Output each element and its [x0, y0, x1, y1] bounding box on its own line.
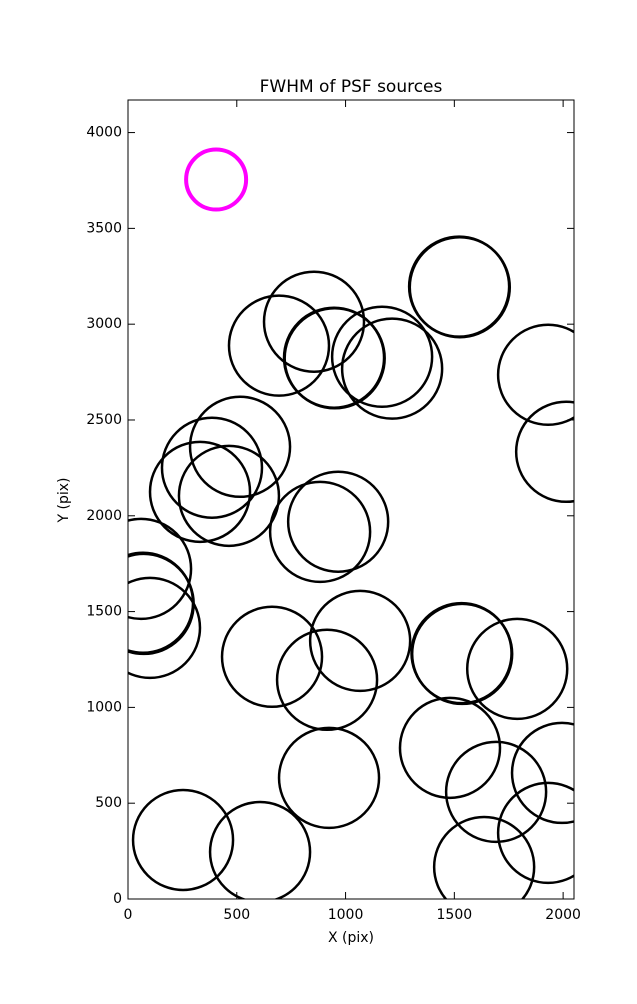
source-circle: [275, 628, 379, 732]
y-axis-label: Y (pix): [56, 478, 72, 524]
reference-circle: [184, 147, 249, 212]
y-tick-label: 4000: [86, 125, 122, 141]
y-tick-label: 1500: [86, 604, 122, 620]
y-tick-label: 500: [95, 795, 122, 811]
plot-frame: [127, 99, 575, 900]
y-tick-label: 3000: [86, 316, 122, 332]
source-circle: [220, 605, 324, 709]
source-circle: [177, 444, 281, 548]
source-circle: [514, 400, 574, 504]
source-circle: [308, 589, 412, 693]
source-circle: [131, 788, 235, 892]
y-tick-label: 3500: [86, 220, 122, 236]
source-circle: [227, 294, 331, 397]
source-circle: [398, 696, 502, 800]
y-tick-label: 2500: [86, 412, 122, 428]
source-circle: [268, 480, 372, 584]
x-tick-label: 500: [223, 907, 250, 923]
source-circle: [277, 726, 381, 830]
source-circle: [148, 440, 252, 544]
source-circle: [283, 307, 386, 410]
source-circle: [444, 740, 548, 844]
source-circle: [465, 617, 569, 721]
x-tick-label: 1000: [328, 907, 364, 923]
source-circle: [128, 576, 202, 680]
source-circle: [128, 517, 193, 621]
source-circle: [510, 721, 574, 825]
source-circle: [496, 323, 574, 426]
source-circle: [262, 270, 366, 373]
x-axis-label: X (pix): [328, 930, 374, 946]
source-circle: [286, 470, 390, 573]
x-tick-label: 0: [124, 907, 133, 923]
source-circle: [432, 815, 536, 899]
source-circle: [496, 781, 574, 885]
chart-title: FWHM of PSF sources: [260, 77, 443, 97]
plot-area: [128, 147, 574, 899]
x-tick-label: 1500: [437, 907, 473, 923]
y-tick-label: 2000: [86, 508, 122, 524]
source-circle: [188, 395, 292, 499]
source-circle: [160, 416, 264, 519]
source-circle: [208, 800, 312, 899]
y-tick-label: 1000: [86, 699, 122, 715]
x-tick-label: 2000: [545, 907, 581, 923]
y-tick-label: 0: [113, 891, 122, 907]
source-circle: [330, 305, 434, 409]
source-circle: [410, 601, 513, 705]
source-circle: [408, 235, 512, 339]
source-circle: [340, 317, 444, 420]
